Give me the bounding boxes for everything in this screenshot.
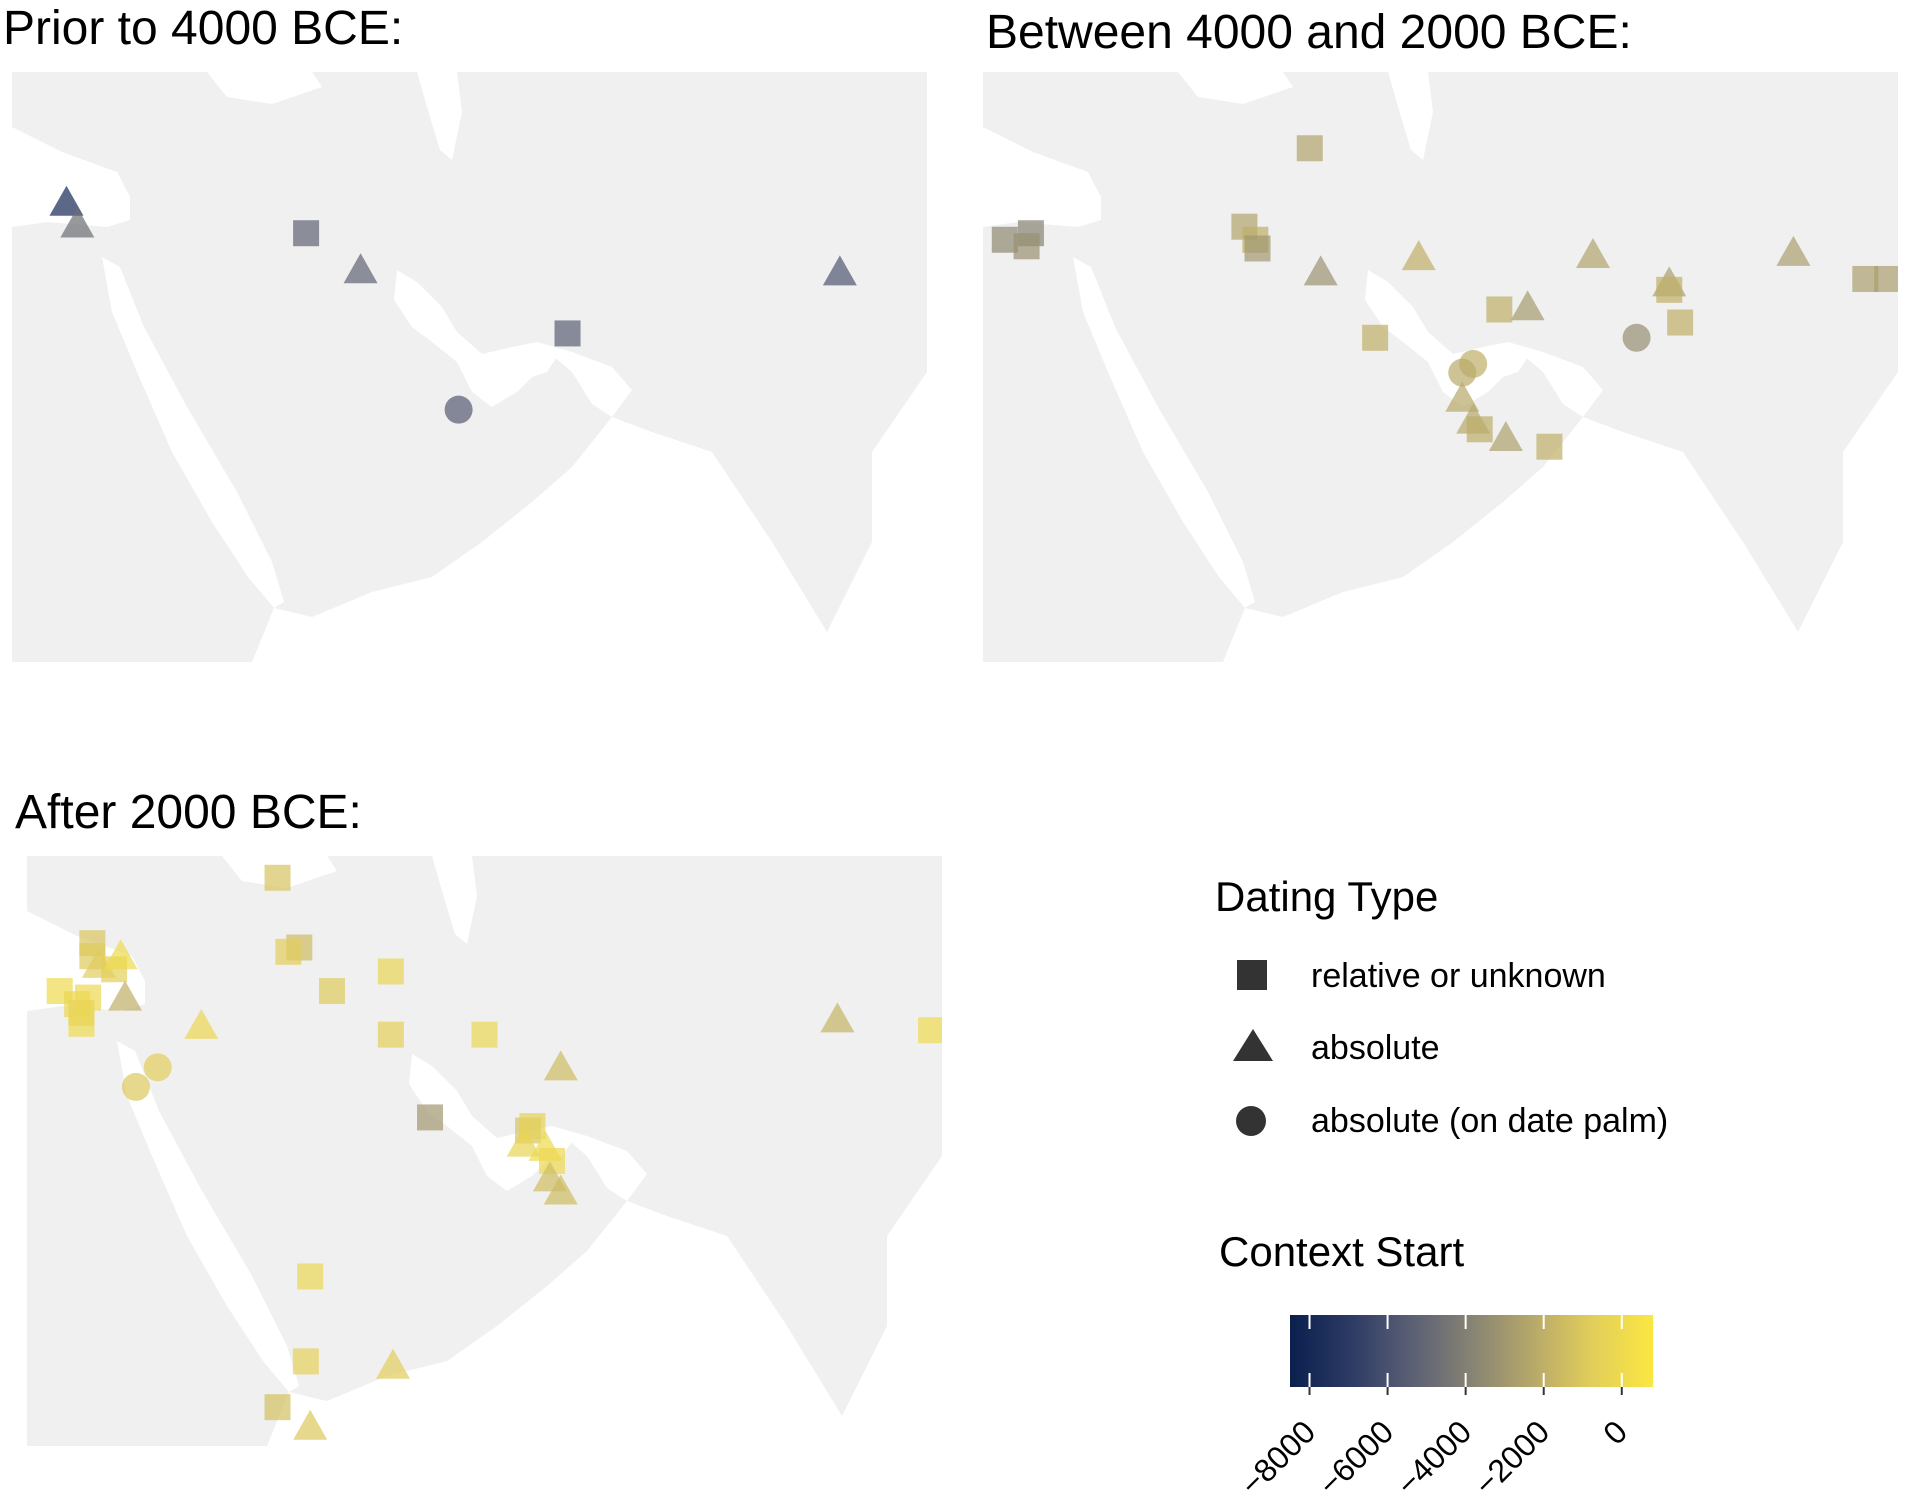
site-marker-square — [68, 999, 95, 1026]
water-body — [432, 856, 477, 944]
site-marker-square — [297, 1263, 324, 1290]
site-marker-triangle — [376, 1348, 410, 1379]
site-marker-triangle — [1510, 290, 1545, 321]
water-body — [1073, 257, 1255, 608]
water-body — [417, 72, 462, 160]
site-marker-triangle — [1401, 240, 1436, 271]
site-marker-triangle — [822, 255, 857, 286]
site-marker-square — [377, 1021, 404, 1048]
site-marker-triangle — [1303, 255, 1338, 286]
legend-square-key — [1237, 960, 1267, 990]
water-body — [12, 72, 130, 227]
colorbar-tick-label: −4000 — [1388, 1413, 1478, 1503]
water-body — [1508, 342, 1603, 417]
colorbar-tick-label: −6000 — [1310, 1413, 1400, 1503]
site-marker-square — [79, 943, 106, 970]
site-marker-square — [377, 958, 404, 985]
colorbar-gradient — [1290, 1315, 1653, 1387]
legend-color-title: Context Start — [1219, 1228, 1465, 1275]
site-marker-square — [1244, 235, 1271, 262]
site-marker-square — [1874, 265, 1898, 292]
site-marker-circle — [121, 1072, 150, 1101]
map-panel-after-2000 — [27, 856, 942, 1466]
water-body — [983, 72, 1101, 227]
site-marker-square — [293, 220, 320, 247]
site-marker-circle — [1448, 358, 1477, 387]
site-marker-square — [471, 1021, 498, 1048]
site-marker-square — [1852, 265, 1879, 292]
water-body — [394, 270, 557, 407]
water-body — [1178, 72, 1293, 104]
colorbar-tick-label: −2000 — [1466, 1413, 1556, 1503]
water-body — [1388, 72, 1433, 160]
site-marker-triangle — [543, 1174, 578, 1205]
site-marker-triangle — [543, 1050, 578, 1081]
site-marker-square — [1362, 324, 1389, 351]
water-body — [102, 257, 284, 608]
site-marker-triangle — [1576, 238, 1610, 268]
site-marker-circle — [444, 395, 473, 424]
site-marker-square — [1466, 416, 1493, 443]
site-marker-square — [1536, 433, 1563, 460]
water-body — [12, 372, 927, 682]
panel-title-prior-4000: Prior to 4000 BCE: — [3, 2, 404, 55]
site-marker-square — [1656, 276, 1683, 303]
site-marker-triangle — [506, 1126, 541, 1157]
site-marker-circle — [1622, 323, 1651, 352]
map-panel-prior-4000 — [12, 72, 927, 682]
site-marker-triangle — [1445, 381, 1480, 412]
legend-label-relative: relative or unknown — [1311, 957, 1606, 995]
site-marker-square — [991, 226, 1018, 253]
site-marker-square — [1486, 296, 1513, 323]
water-body — [27, 1156, 942, 1466]
site-marker-square — [1296, 135, 1323, 162]
panel-title-4000-2000: Between 4000 and 2000 BCE: — [986, 6, 1632, 59]
colorbar — [1290, 1315, 1653, 1395]
site-marker-circle — [143, 1053, 172, 1082]
site-marker-square — [554, 320, 581, 347]
site-marker-triangle — [108, 980, 143, 1011]
site-marker-triangle — [343, 253, 378, 284]
site-marker-square — [417, 1104, 444, 1131]
site-marker-triangle — [103, 939, 138, 970]
water-body — [117, 1041, 299, 1392]
water-body — [552, 1126, 647, 1201]
water-body — [983, 372, 1898, 682]
site-marker-square — [319, 978, 345, 1005]
site-marker-square — [264, 1394, 291, 1421]
map-svg — [983, 72, 1898, 682]
site-marker-triangle — [184, 1008, 219, 1039]
water-body — [207, 72, 322, 104]
map-svg — [12, 72, 927, 682]
colorbar-tick-label: 0 — [1595, 1413, 1634, 1452]
site-marker-triangle — [820, 1002, 855, 1033]
site-marker-square — [1667, 309, 1694, 336]
map-panel-4000-2000 — [983, 72, 1898, 682]
legend-label-date-palm: absolute (on date palm) — [1311, 1102, 1669, 1140]
legend-shape-title: Dating Type — [1215, 873, 1439, 920]
colorbar-tick-label: −8000 — [1232, 1413, 1322, 1503]
water-body — [537, 342, 632, 417]
site-marker-square — [275, 938, 302, 965]
site-marker-square — [1013, 233, 1040, 260]
legend-circle-key — [1236, 1106, 1266, 1136]
map-svg — [27, 856, 942, 1466]
site-marker-triangle — [293, 1409, 328, 1440]
legend-triangle-key — [1233, 1029, 1273, 1061]
panel-title-after-2000: After 2000 BCE: — [15, 786, 362, 839]
legend-label-absolute: absolute — [1311, 1029, 1440, 1067]
site-marker-square — [264, 864, 291, 891]
water-body — [1365, 270, 1528, 407]
site-marker-triangle — [60, 207, 95, 238]
site-marker-triangle — [49, 185, 84, 216]
site-marker-square — [292, 1348, 319, 1375]
site-marker-triangle — [1488, 421, 1523, 451]
site-marker-square — [918, 1017, 942, 1044]
site-marker-triangle — [1776, 235, 1811, 266]
